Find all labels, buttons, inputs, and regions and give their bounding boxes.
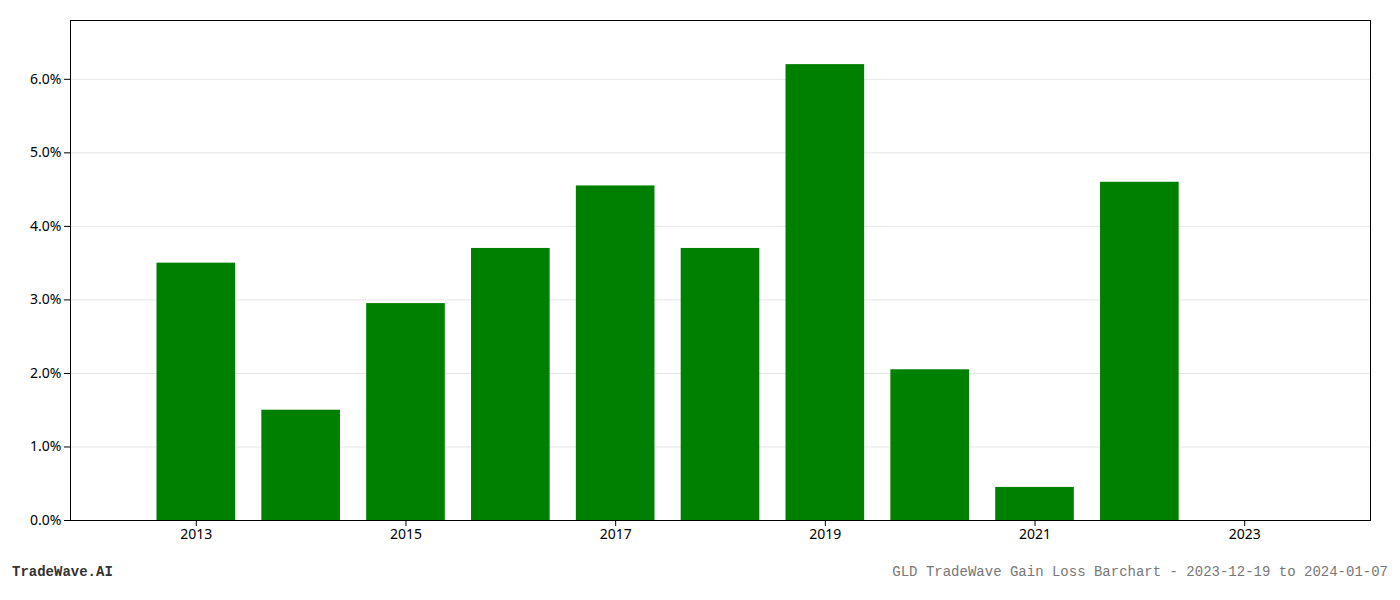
svg-text:2021: 2021: [1019, 524, 1051, 543]
svg-text:2013: 2013: [180, 524, 212, 543]
html-text:TradeWave.AI: TradeWave.AI: [12, 564, 113, 580]
svg-text:0.0%: 0.0%: [30, 510, 61, 529]
svg-text:2023: 2023: [1229, 524, 1261, 543]
svg-text:2015: 2015: [390, 524, 422, 543]
svg-text:2.0%: 2.0%: [30, 363, 61, 382]
svg-text:2017: 2017: [600, 524, 632, 543]
svg-text:2019: 2019: [809, 524, 841, 543]
svg-text:5.0%: 5.0%: [30, 142, 61, 161]
svg-text:3.0%: 3.0%: [30, 289, 61, 308]
html-text:GLD TradeWave Gain Loss Barcha: GLD TradeWave Gain Loss Barchart - 2023-…: [892, 564, 1388, 580]
svg-text:4.0%: 4.0%: [30, 216, 61, 235]
svg-text:1.0%: 1.0%: [30, 436, 61, 455]
svg-text:6.0%: 6.0%: [30, 69, 61, 88]
